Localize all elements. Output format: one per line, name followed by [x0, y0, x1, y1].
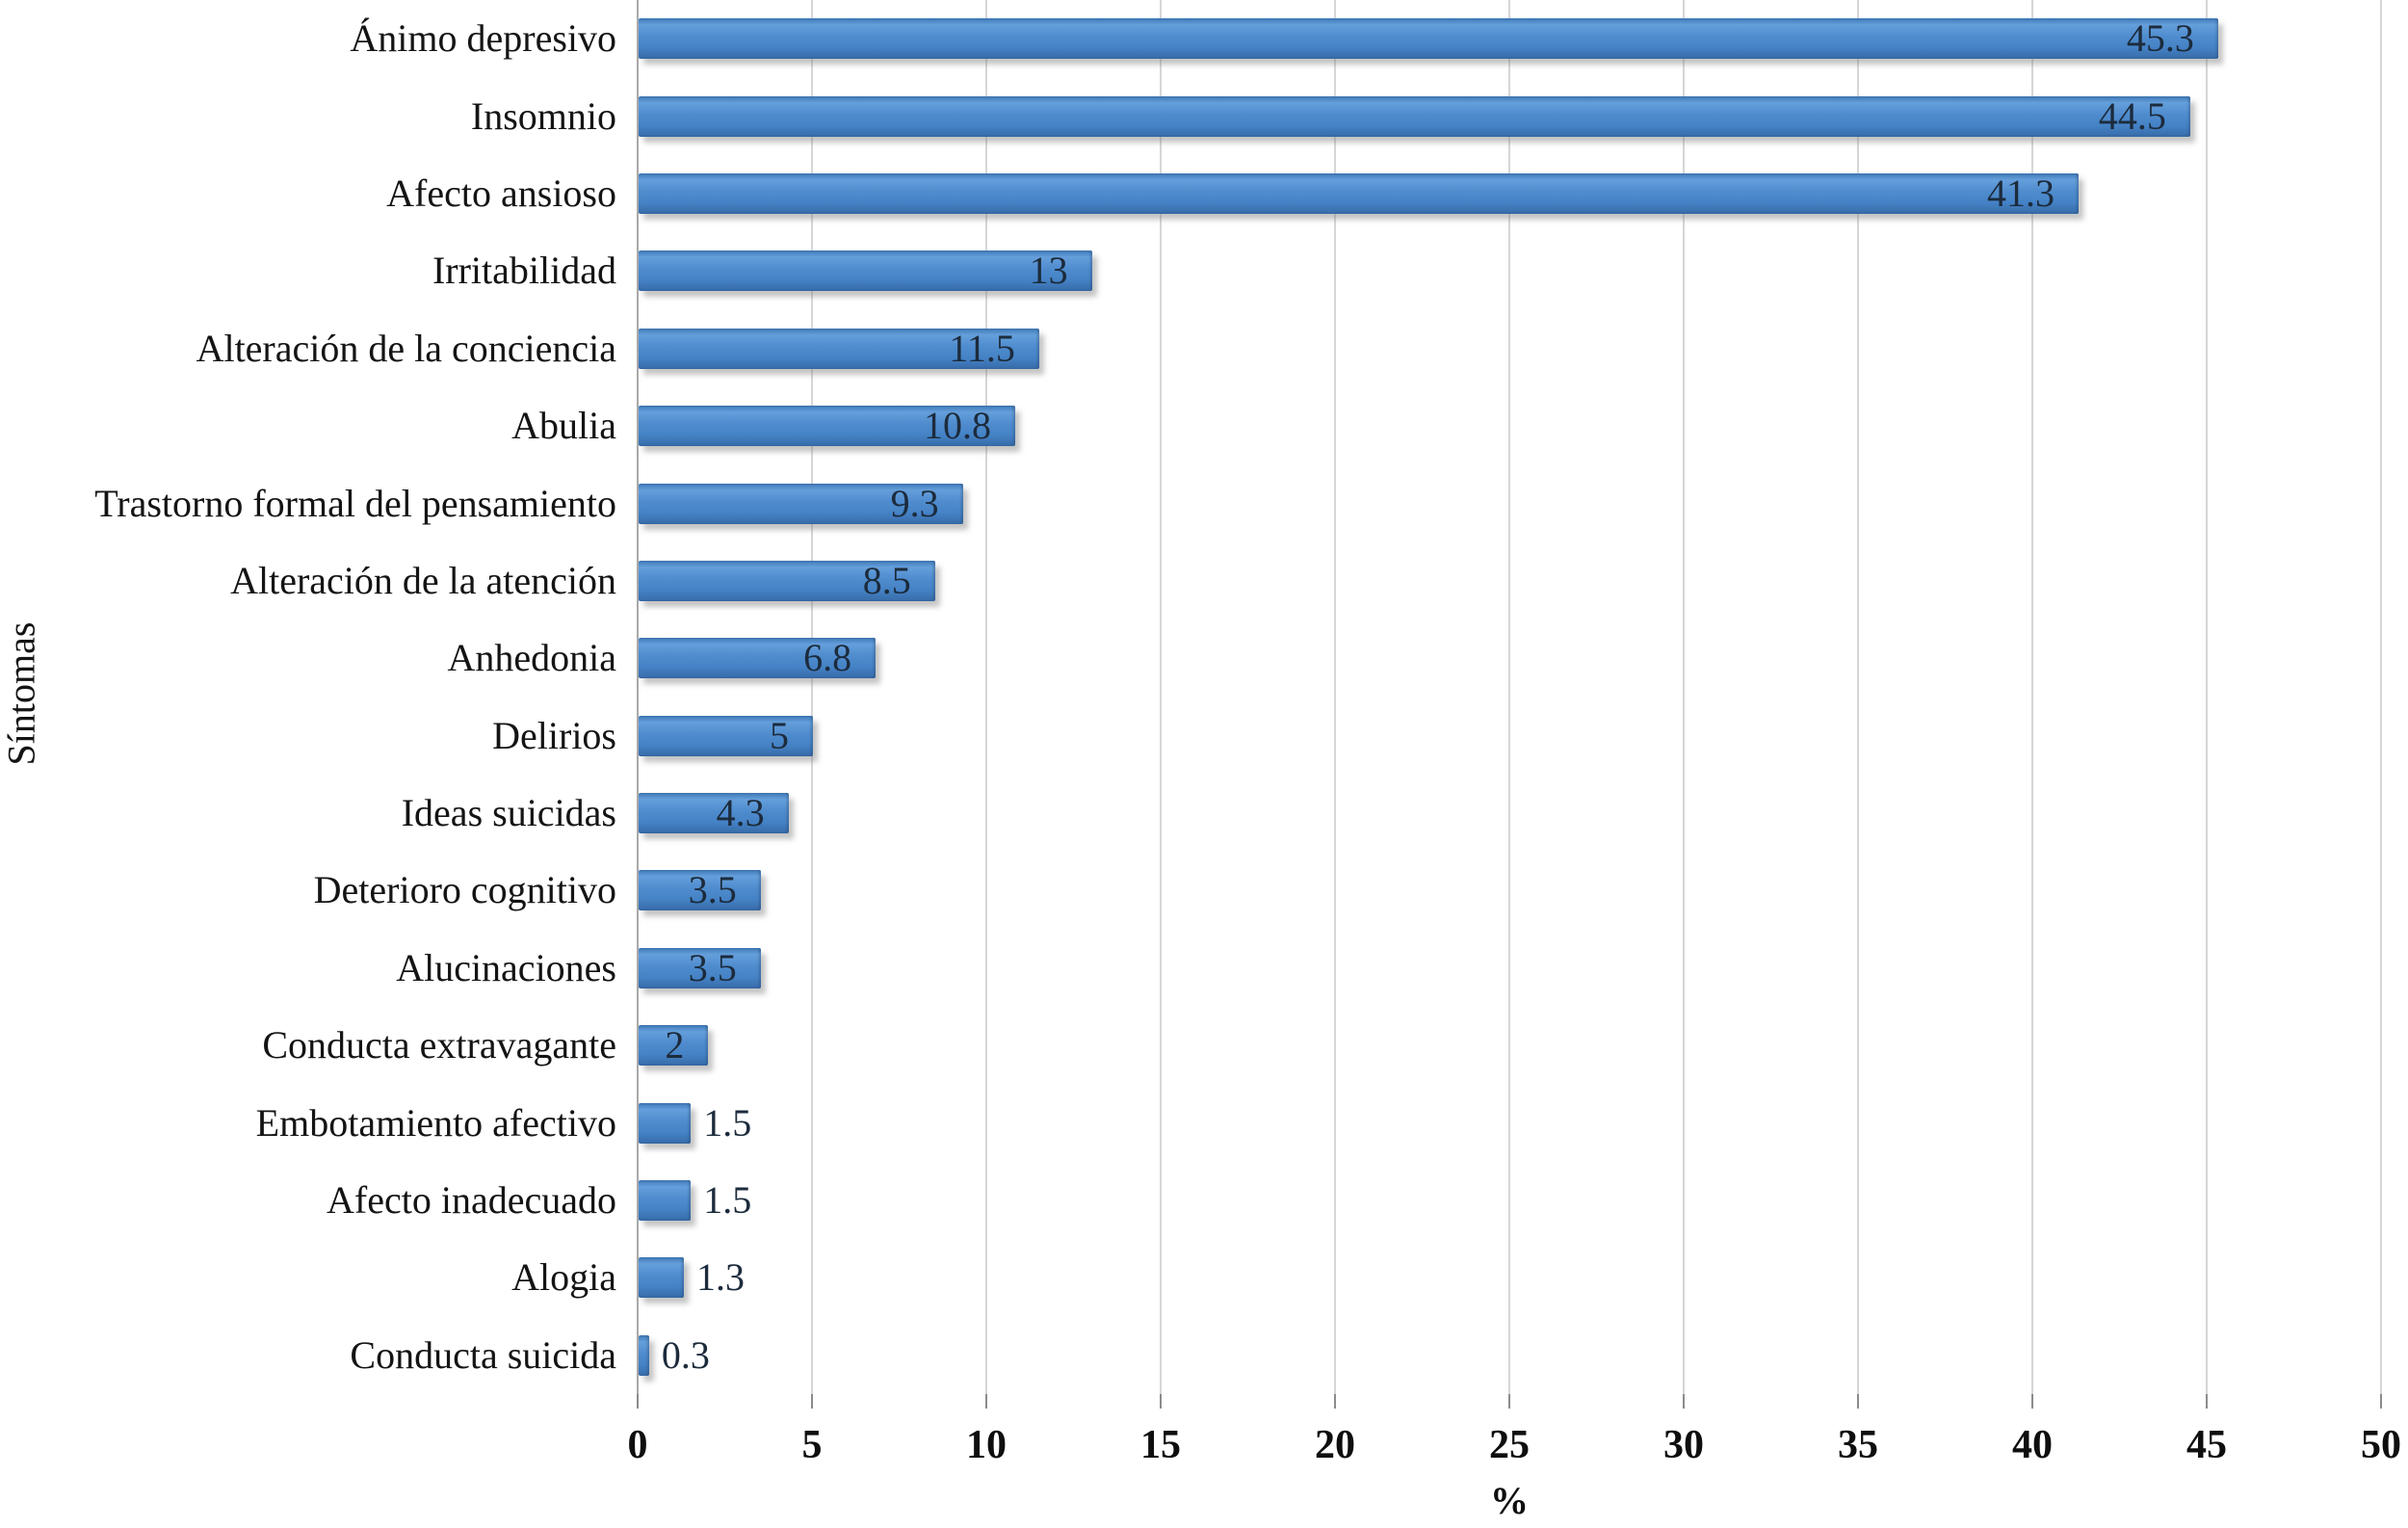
x-axis-tick — [637, 1394, 639, 1409]
gridline — [1857, 0, 1859, 1394]
category-label: Ánimo depresivo — [350, 16, 616, 61]
bar-value-label: 10.8 — [923, 404, 991, 448]
bar-value-label: 8.5 — [862, 558, 911, 602]
x-axis-title: % — [1490, 1479, 1529, 1522]
bar — [639, 947, 761, 988]
category-label: Delirios — [492, 713, 616, 757]
bar — [639, 1102, 692, 1144]
bar — [639, 1180, 692, 1222]
bar — [639, 1257, 685, 1299]
category-label: Afecto inadecuado — [327, 1178, 616, 1223]
bar — [639, 560, 935, 601]
bar — [639, 18, 2218, 60]
bar-value-label: 1.5 — [703, 1100, 752, 1145]
bar-value-label: 11.5 — [949, 326, 1015, 370]
category-label: Alucinaciones — [396, 945, 616, 989]
gridline — [811, 0, 813, 1394]
bar-value-label: 3.5 — [688, 868, 737, 912]
category-label: Deterioro cognitivo — [313, 868, 616, 912]
gridline — [1683, 0, 1685, 1394]
gridline — [1508, 0, 1510, 1394]
bar — [639, 793, 789, 834]
bar — [639, 172, 2080, 214]
bar-value-label: 41.3 — [1987, 171, 2055, 215]
x-axis-tick — [811, 1394, 813, 1409]
x-axis-tick-label: 50 — [2361, 1423, 2401, 1467]
category-label: Conducta extravagante — [262, 1023, 616, 1067]
x-axis-tick — [1160, 1394, 1162, 1409]
x-axis-tick-label: 25 — [1489, 1423, 1530, 1467]
bar-value-label: 2 — [665, 1023, 685, 1067]
category-label: Insomnio — [470, 93, 616, 138]
bar-value-label: 6.8 — [803, 636, 852, 680]
bar-value-label: 44.5 — [2098, 93, 2166, 138]
gridline — [2206, 0, 2208, 1394]
y-axis-line — [637, 0, 639, 1394]
x-axis-tick — [1334, 1394, 1336, 1409]
bar — [639, 870, 761, 911]
x-axis-tick-label: 5 — [801, 1423, 823, 1467]
x-axis-tick — [2031, 1394, 2033, 1409]
x-axis-tick — [1683, 1394, 1685, 1409]
category-label: Ideas suicidas — [401, 791, 616, 835]
bar — [639, 250, 1092, 292]
bar — [639, 638, 877, 679]
bar-value-label: 13 — [1029, 249, 1068, 293]
bar — [639, 1025, 709, 1067]
bar-value-label: 3.5 — [688, 945, 737, 989]
x-axis-tick — [2206, 1394, 2208, 1409]
bar-value-label: 1.3 — [696, 1255, 746, 1300]
x-axis-tick-label: 10 — [966, 1423, 1007, 1467]
bar-value-label: 1.5 — [703, 1178, 752, 1223]
gridline — [2031, 0, 2033, 1394]
bar — [639, 483, 963, 524]
category-label: Alteración de la conciencia — [196, 326, 616, 370]
x-axis-tick — [985, 1394, 987, 1409]
gridline — [2380, 0, 2382, 1394]
bar — [639, 95, 2190, 137]
gridline — [1160, 0, 1162, 1394]
bar — [639, 1334, 649, 1376]
category-label: Afecto ansioso — [386, 171, 616, 215]
bar — [639, 715, 813, 756]
plot-area: 45.3 44.5 41.3 13 11.5 10.8 9.3 8.5 6.8 5 4.3 3.5 3.… — [637, 0, 2382, 1409]
category-label: Abulia — [511, 404, 616, 448]
bar-value-label: 45.3 — [2126, 16, 2194, 61]
x-axis-tick — [2380, 1394, 2382, 1409]
x-axis-tick-label: 35 — [1838, 1423, 1878, 1467]
x-axis-tick — [1857, 1394, 1859, 1409]
category-label: Embotamiento afectivo — [255, 1100, 616, 1145]
gridline — [985, 0, 987, 1394]
category-label: Trastorno formal del pensamiento — [94, 481, 616, 525]
category-label: Anhedonia — [447, 636, 616, 680]
x-axis-tick — [1508, 1394, 1510, 1409]
x-axis-tick-label: 0 — [627, 1423, 648, 1467]
category-label: Irritabilidad — [432, 249, 616, 293]
gridline — [1334, 0, 1336, 1394]
x-axis-tick-label: 40 — [2012, 1423, 2053, 1467]
bar-value-label: 0.3 — [661, 1332, 710, 1377]
x-axis-tick-label: 20 — [1315, 1423, 1355, 1467]
category-label: Conducta suicida — [350, 1332, 616, 1377]
x-axis-tick-label: 45 — [2186, 1423, 2227, 1467]
category-label: Alteración de la atención — [230, 558, 616, 602]
bar — [639, 406, 1015, 447]
bar-value-label: 4.3 — [716, 791, 765, 835]
x-axis-tick-label: 30 — [1663, 1423, 1704, 1467]
x-axis-tick-label: 15 — [1140, 1423, 1181, 1467]
bar — [639, 328, 1040, 369]
bar-value-label: 5 — [770, 713, 789, 757]
category-label: Alogia — [511, 1255, 616, 1300]
bar-value-label: 9.3 — [890, 481, 939, 525]
